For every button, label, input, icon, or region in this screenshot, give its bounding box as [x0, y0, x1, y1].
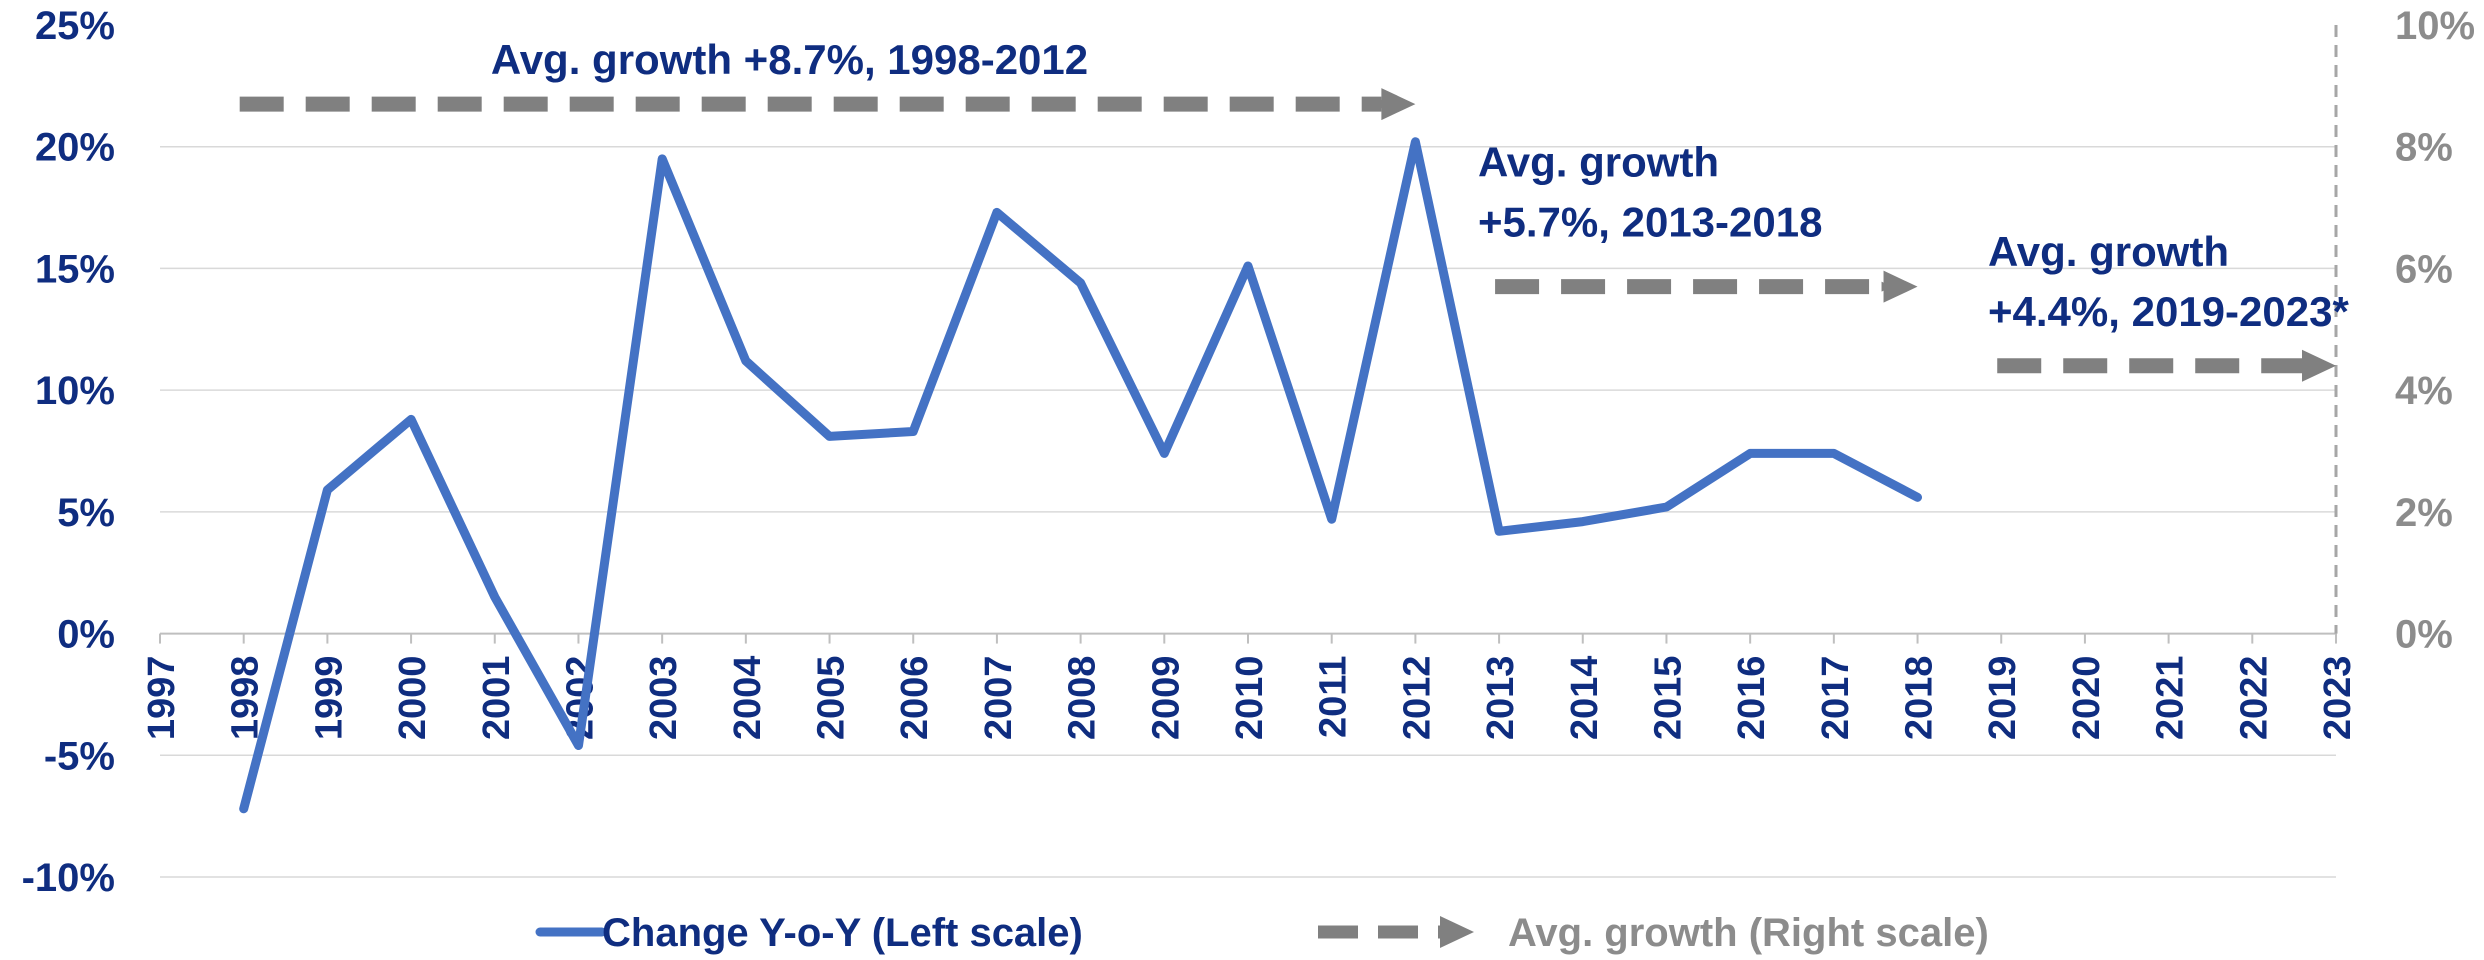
x-axis-tick-label: 2023	[2317, 656, 2359, 741]
x-axis-tick-label: 2004	[727, 656, 769, 741]
right-axis-tick-label: 2%	[2395, 491, 2453, 535]
x-axis-tick-label: 2009	[1145, 656, 1187, 741]
avg-growth-label-2019-2023-line1: Avg. growth	[1988, 228, 2229, 275]
x-axis-tick-label: 2011	[1313, 656, 1355, 738]
right-axis-tick-label: 4%	[2395, 369, 2453, 413]
x-axis-tick-label: 2019	[1982, 656, 2024, 741]
left-axis-tick-label: 25%	[35, 4, 115, 48]
legend-label-avg-growth: Avg. growth (Right scale)	[1508, 911, 1989, 955]
x-axis-tick-label: 1998	[225, 656, 267, 741]
x-axis-tick-label: 2007	[978, 656, 1020, 741]
legend-label-change-yoy: Change Y-o-Y (Left scale)	[602, 911, 1083, 955]
left-axis-tick-label: -5%	[44, 734, 115, 778]
x-axis-tick-label: 2022	[2233, 656, 2275, 741]
left-axis-tick-label: 5%	[57, 491, 115, 535]
left-axis-tick-label: 15%	[35, 247, 115, 291]
avg-growth-label-1998-2012: Avg. growth +8.7%, 1998-2012	[491, 36, 1088, 83]
x-axis-tick-label: 1999	[308, 656, 350, 741]
x-axis-tick-label: 2005	[811, 656, 853, 741]
avg-growth-label-2013-2018-line2: +5.7%, 2013-2018	[1478, 199, 1822, 246]
legend: Change Y-o-Y (Left scale) Avg. growth (Ri…	[535, 911, 1989, 955]
avg-growth-label-2019-2023-line2: +4.4%, 2019-2023*	[1988, 288, 2349, 335]
avg-growth-series	[239, 88, 2336, 382]
x-axis-tick-label: 2001	[476, 656, 518, 741]
left-axis-tick-label: 20%	[35, 126, 115, 170]
right-axis-tick-label: 10%	[2395, 4, 2475, 48]
right-axis-tick-label: 8%	[2395, 126, 2453, 170]
avg-growth-arrowhead	[2302, 349, 2336, 382]
avg-growth-arrowhead	[1883, 270, 1918, 303]
left-axis-tick-label: -10%	[22, 856, 115, 900]
x-axis-tick-label: 2012	[1396, 656, 1438, 741]
x-axis-tick-label: 2008	[1062, 656, 1104, 741]
right-axis-tick-label: 0%	[2395, 613, 2453, 657]
avg-growth-arrowhead	[1381, 88, 1416, 121]
right-axis-tick-labels: 0% 2% 4% 6% 8% 10%	[2395, 4, 2475, 657]
x-axis-tick-label: 1997	[141, 656, 183, 741]
change-yoy-series	[239, 137, 1922, 814]
x-axis-tick-label: 2003	[643, 656, 685, 741]
x-axis-tick-label: 2020	[2066, 656, 2108, 741]
x-axis-tick-label: 2013	[1480, 656, 1522, 741]
x-axis-tick-label: 2014	[1564, 656, 1606, 741]
right-axis-tick-label: 6%	[2395, 247, 2453, 291]
x-axis-tick-label: 2006	[894, 656, 936, 741]
x-axis-tick-label: 2015	[1647, 656, 1689, 741]
left-axis-tick-label: 10%	[35, 369, 115, 413]
x-axis-tick-labels: 1997 1998 1999 2000 2001 2002 2003 2004 2005 2006…	[141, 656, 2359, 741]
x-axis-tick-label: 2021	[2150, 656, 2192, 741]
left-axis-tick-labels: -10% -5% 0% 5% 10% 15% 20% 25%	[22, 4, 115, 900]
x-axis-tick-label: 2000	[392, 656, 434, 741]
x-axis-tick-label: 2018	[1899, 656, 1941, 741]
x-axis-tick-label: 2010	[1229, 656, 1271, 741]
legend-swatch-avg-growth-arrowhead	[1440, 916, 1474, 948]
x-axis-tick-label: 2017	[1815, 656, 1857, 741]
avg-growth-annotations: Avg. growth +8.7%, 1998-2012 Avg. growth +…	[491, 36, 2350, 335]
left-axis-tick-label: 0%	[57, 613, 115, 657]
x-axis-tick-label: 2016	[1731, 656, 1773, 741]
avg-growth-label-2013-2018-line1: Avg. growth	[1478, 139, 1719, 186]
